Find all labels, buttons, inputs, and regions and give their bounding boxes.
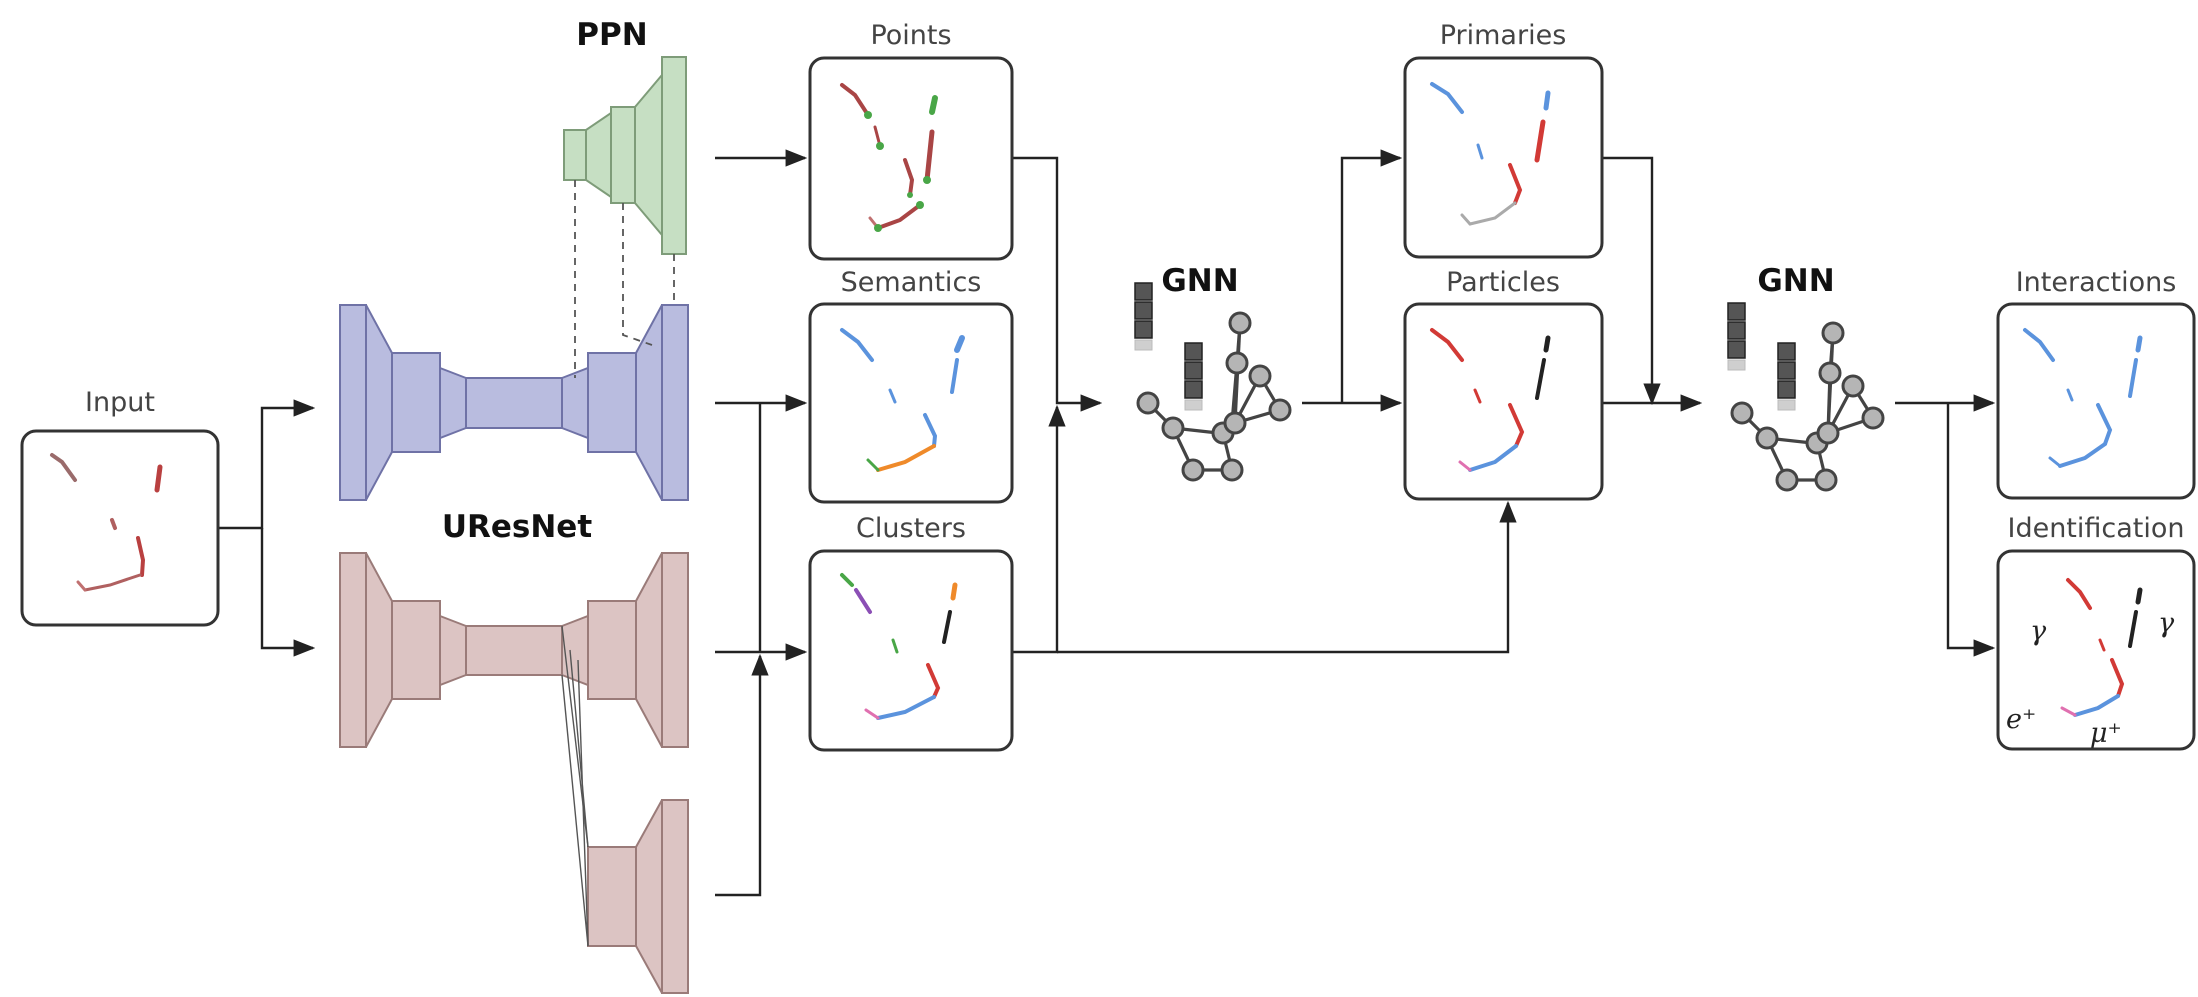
identification-label: Identification: [2007, 513, 2184, 544]
clusters-panel: [808, 549, 1014, 752]
uresnet-cluster-network: [339, 552, 689, 748]
clusters-label: Clusters: [856, 513, 966, 544]
semantics-label: Semantics: [841, 267, 982, 298]
identification-image: [2060, 578, 2143, 717]
ppn-skip-connections: [574, 180, 675, 378]
graph-edges: [1146, 322, 1282, 472]
primaries-image: [1430, 82, 1551, 226]
flow-connectors: [218, 149, 1996, 897]
arrow-points-to-gnn: [1012, 156, 1103, 412]
particles-panel: [1403, 302, 1604, 501]
positron-symbol: e⁺: [2006, 704, 2036, 735]
arrow-input-to-uresnet-semantic: [218, 399, 316, 530]
ppn-label: PPN: [576, 17, 647, 53]
input-track-image: [50, 453, 163, 592]
primaries-panel: [1403, 56, 1604, 259]
gamma-right-symbol: γ: [2158, 608, 2175, 639]
graph-nodes: [1730, 321, 1885, 492]
arrow-input-to-uresnet-cluster: [260, 528, 316, 657]
arrow-primaries-to-gnn: [1602, 156, 1661, 406]
gnn-graph-icon-2: [1727, 302, 1885, 492]
semantics-panel: [808, 302, 1014, 504]
graph-nodes: [1136, 311, 1292, 482]
points-label: Points: [870, 20, 951, 51]
extra-decoder-network: [587, 799, 689, 994]
gnn-label-2: GNN: [1757, 263, 1834, 299]
points-image: [840, 83, 938, 232]
particles-label: Particles: [1446, 267, 1560, 298]
decoder-branch-lines: [561, 625, 589, 947]
semantics-image: [840, 328, 965, 472]
arrow-clusters-to-particles: [1057, 500, 1517, 654]
uresnet-semantic-network: [339, 304, 689, 501]
interactions-panel: [1996, 302, 2196, 500]
particles-image: [1430, 328, 1551, 472]
arrow-gnn-to-identification: [1946, 403, 1996, 657]
feature-stack: [1727, 302, 1796, 411]
gnn-graph-icon-1: [1134, 282, 1292, 482]
gamma-left-symbol: γ: [2030, 616, 2047, 647]
points-panel: [808, 56, 1014, 261]
identification-panel: γ γ e⁺ μ⁺: [1996, 549, 2196, 751]
arrow-clusters-to-gnn: [1012, 404, 1066, 654]
primaries-label: Primaries: [1440, 20, 1567, 51]
interactions-image: [2023, 328, 2143, 468]
input-panel: [20, 429, 220, 627]
muon-symbol: μ⁺: [2090, 718, 2122, 749]
ppn-network: [563, 56, 687, 255]
clusters-image: [840, 573, 958, 720]
feature-stack: [1134, 282, 1203, 411]
arrow-extra-decoder-to-clusters: [715, 653, 769, 897]
uresnet-label: UResNet: [442, 509, 592, 545]
input-label: Input: [85, 387, 155, 418]
arrow-gnn-to-primaries: [1340, 149, 1403, 403]
interactions-label: Interactions: [2016, 267, 2177, 298]
gnn-label-1: GNN: [1161, 263, 1238, 299]
graph-edges: [1740, 332, 1875, 482]
